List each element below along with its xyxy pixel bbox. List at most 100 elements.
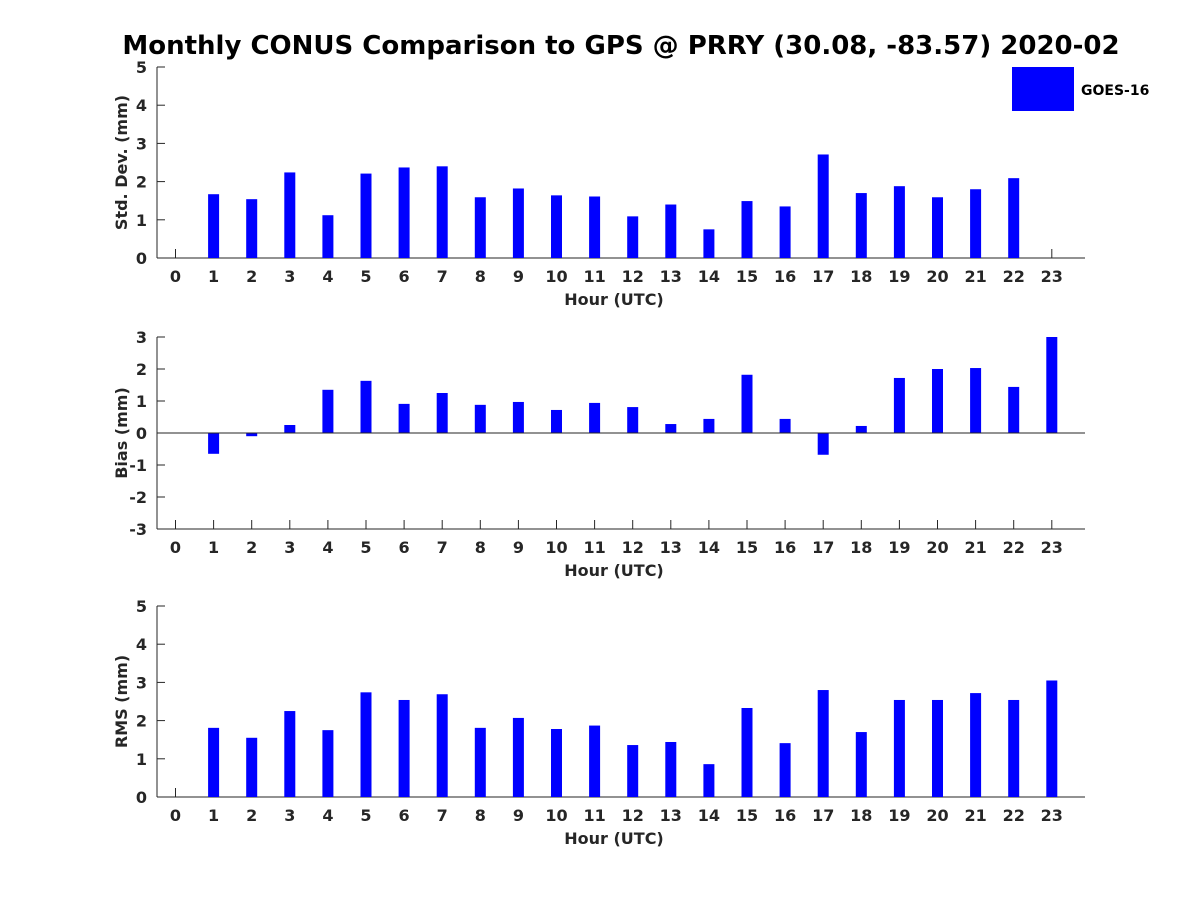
bar <box>589 725 601 797</box>
x-axis-label: Hour (UTC) <box>564 561 664 580</box>
bar <box>284 711 296 797</box>
bar <box>208 433 220 454</box>
bar <box>741 374 753 433</box>
x-tick-label: 23 <box>1041 538 1063 557</box>
legend: GOES-16 <box>1012 67 1149 111</box>
x-tick-label: 3 <box>284 267 295 286</box>
y-axis-label: Bias (mm) <box>112 387 131 479</box>
y-tick-label: 3 <box>136 134 147 153</box>
bar <box>360 380 372 433</box>
y-tick-label: -3 <box>129 520 147 539</box>
x-tick-label: 20 <box>926 267 948 286</box>
bar <box>512 717 524 797</box>
x-tick-label: 1 <box>208 806 219 825</box>
bar <box>970 693 982 797</box>
bar <box>893 377 905 433</box>
x-tick-label: 9 <box>513 806 524 825</box>
x-tick-label: 9 <box>513 267 524 286</box>
bar <box>360 173 372 258</box>
x-tick-label: 19 <box>888 538 910 557</box>
x-tick-label: 0 <box>170 538 181 557</box>
x-tick-label: 2 <box>246 538 257 557</box>
x-axis-label: Hour (UTC) <box>564 290 664 309</box>
x-tick-label: 23 <box>1041 267 1063 286</box>
x-tick-label: 5 <box>360 267 371 286</box>
bar <box>627 216 639 258</box>
bar <box>436 166 448 258</box>
bar <box>741 201 753 258</box>
bar <box>932 197 943 258</box>
bar <box>284 172 296 258</box>
y-axis-label: RMS (mm) <box>112 655 131 748</box>
x-tick-label: 14 <box>698 538 720 557</box>
bar <box>208 727 220 797</box>
x-tick-label: 18 <box>850 806 872 825</box>
bar <box>322 389 334 433</box>
x-tick-label: 23 <box>1041 806 1063 825</box>
bar <box>703 229 715 258</box>
bar <box>741 707 753 797</box>
x-tick-label: 5 <box>360 806 371 825</box>
bar <box>932 699 943 797</box>
y-axis-label: Std. Dev. (mm) <box>112 95 131 230</box>
bar <box>1008 178 1020 258</box>
x-tick-label: 0 <box>170 267 181 286</box>
x-tick-label: 5 <box>360 538 371 557</box>
bar <box>703 418 715 433</box>
bar <box>665 204 677 258</box>
y-tick-label: 2 <box>136 360 147 379</box>
x-tick-label: 22 <box>1003 538 1025 557</box>
x-tick-label: 2 <box>246 806 257 825</box>
x-tick-label: 13 <box>660 267 682 286</box>
x-tick-label: 14 <box>698 267 720 286</box>
y-tick-label: 1 <box>136 211 147 230</box>
x-tick-label: 16 <box>774 806 796 825</box>
x-tick-label: 3 <box>284 538 295 557</box>
bar <box>779 418 791 433</box>
x-tick-label: 6 <box>399 806 410 825</box>
bar <box>703 764 715 797</box>
x-tick-label: 4 <box>322 267 333 286</box>
y-tick-label: -1 <box>129 456 147 475</box>
x-tick-label: 9 <box>513 538 524 557</box>
x-tick-label: 12 <box>622 267 644 286</box>
x-tick-label: 14 <box>698 806 720 825</box>
x-tick-label: 12 <box>622 806 644 825</box>
bar <box>1008 386 1020 433</box>
bar <box>551 729 562 797</box>
y-tick-label: 3 <box>136 328 147 347</box>
x-tick-label: 0 <box>170 806 181 825</box>
x-tick-label: 10 <box>545 267 567 286</box>
bar <box>627 745 639 797</box>
legend-swatch <box>1012 67 1074 111</box>
bar <box>855 425 867 433</box>
x-tick-label: 20 <box>926 806 948 825</box>
x-tick-label: 8 <box>475 806 486 825</box>
y-tick-label: 0 <box>136 424 147 443</box>
x-tick-label: 20 <box>926 538 948 557</box>
bar <box>284 425 296 433</box>
bar <box>893 699 905 797</box>
x-tick-label: 21 <box>964 806 986 825</box>
bar <box>779 206 791 258</box>
x-tick-label: 7 <box>437 806 448 825</box>
x-tick-label: 2 <box>246 267 257 286</box>
legend-label: GOES-16 <box>1081 83 1149 99</box>
bar <box>817 154 829 258</box>
x-tick-label: 11 <box>583 267 605 286</box>
bar <box>398 167 410 258</box>
x-tick-label: 15 <box>736 538 758 557</box>
x-tick-label: 15 <box>736 267 758 286</box>
y-tick-label: 1 <box>136 750 147 769</box>
bar <box>208 194 220 258</box>
x-tick-label: 12 <box>622 538 644 557</box>
x-tick-label: 18 <box>850 538 872 557</box>
bar <box>970 189 982 258</box>
x-tick-label: 17 <box>812 267 834 286</box>
bar <box>322 730 334 797</box>
x-tick-label: 21 <box>964 538 986 557</box>
